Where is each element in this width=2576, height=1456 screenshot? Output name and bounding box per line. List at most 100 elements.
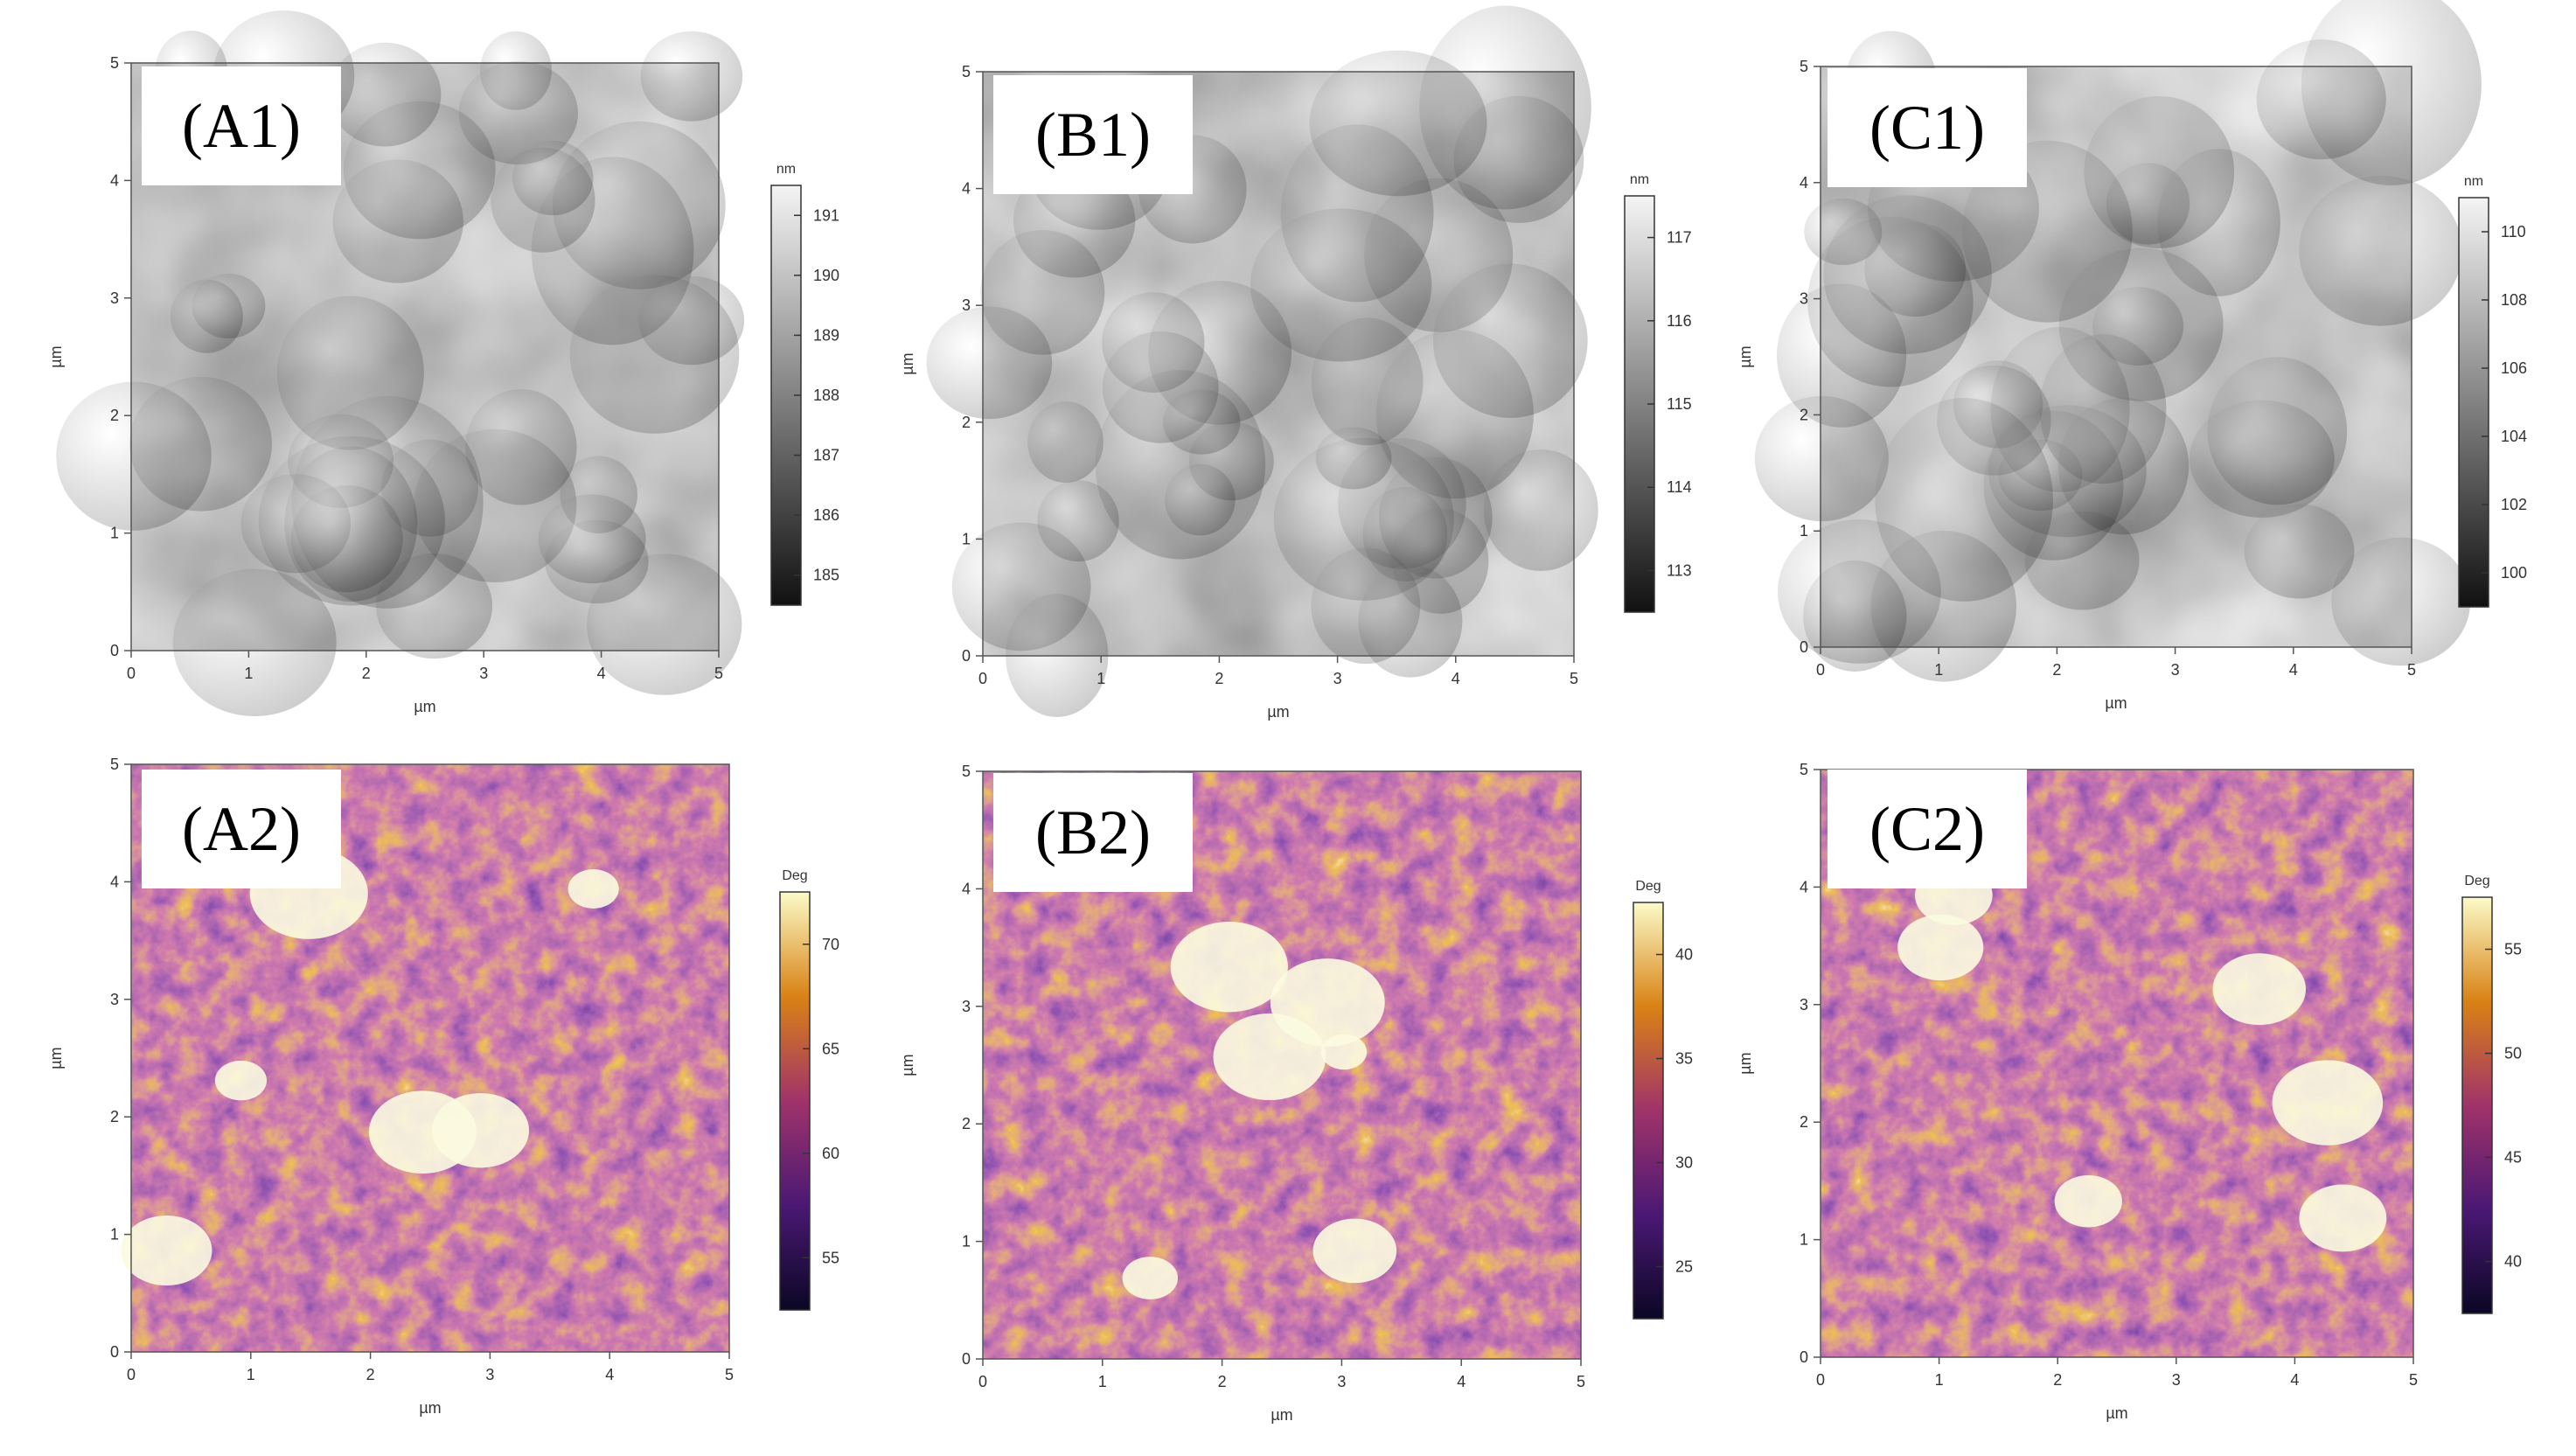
plot-frame [130, 62, 720, 651]
plot-frame [130, 763, 730, 1353]
x-tick-label: 0 [127, 665, 136, 682]
x-tick-label: 2 [2053, 1371, 2062, 1389]
x-tick-label: 1 [244, 665, 253, 682]
y-tick-label: 4 [962, 880, 971, 897]
y-tick-label: 3 [110, 289, 119, 307]
x-tick-label: 4 [2290, 1371, 2299, 1389]
x-tick-label: 3 [1337, 1373, 1346, 1390]
x-tick-label: 3 [1333, 670, 1342, 687]
y-axis-label: µm [1737, 1052, 1754, 1074]
colorbar-tick-label: 187 [813, 447, 839, 464]
x-tick-label: 4 [1452, 670, 1460, 687]
y-tick-label: 0 [110, 1343, 119, 1361]
y-tick-label: 4 [110, 171, 119, 189]
y-tick-label: 5 [1800, 58, 1808, 75]
plot-frame [982, 770, 1582, 1360]
panel-label: (A1) [182, 91, 301, 161]
x-tick-label: 2 [1215, 670, 1223, 687]
colorbar-tick-label: 100 [2501, 564, 2527, 582]
y-tick-label: 4 [110, 873, 119, 890]
colorbar-tick-label: 30 [1675, 1154, 1693, 1172]
y-axis-label: µm [899, 352, 916, 374]
plot-frame [1820, 66, 2412, 648]
colorbar-tick-label: 106 [2501, 359, 2527, 377]
colorbar-tick-label: 190 [813, 267, 839, 284]
colorbar-tick-label: 40 [1675, 946, 1693, 964]
y-tick-label: 2 [110, 407, 119, 424]
x-tick-label: 0 [978, 670, 987, 687]
x-tick-label: 4 [597, 665, 606, 682]
colorbar-tick-label: 55 [822, 1249, 839, 1266]
panel-label-box [142, 66, 341, 185]
colorbar-tick-label: 110 [2501, 223, 2526, 240]
colorbar-tick-label: 55 [2504, 941, 2522, 958]
panel-label: (A2) [182, 794, 301, 864]
y-tick-label: 4 [1800, 174, 1808, 192]
x-tick-label: 1 [1934, 661, 1943, 679]
colorbar-tick-label: 60 [822, 1145, 839, 1162]
colorbar-a2: Deg 70 65 60 55 [779, 868, 839, 1311]
colorbar-tick-label: 188 [813, 387, 839, 404]
x-tick-label: 4 [1457, 1373, 1466, 1390]
panel-label-box [993, 773, 1193, 892]
y-tick-label: 5 [1800, 761, 1808, 778]
x-tick-label: 5 [1570, 670, 1578, 687]
x-tick-label: 5 [725, 1366, 734, 1383]
y-tick-label: 5 [110, 756, 119, 773]
x-axis-label: µm [2105, 694, 2127, 712]
x-tick-label: 0 [978, 1373, 987, 1390]
panel-label-box [993, 75, 1193, 194]
colorbar-tick-label: 35 [1675, 1050, 1693, 1068]
colorbar-tick-label: 45 [2504, 1149, 2522, 1167]
y-tick-label: 0 [1800, 638, 1808, 656]
x-tick-label: 1 [247, 1366, 255, 1383]
panel-label: (C1) [1869, 93, 1985, 163]
x-tick-label: 4 [2289, 661, 2298, 679]
x-tick-label: 3 [2171, 661, 2180, 679]
x-tick-label: 5 [714, 665, 723, 682]
x-axis-label: µm [1267, 703, 1289, 721]
x-tick-label: 2 [366, 1366, 375, 1383]
colorbar-tick-label: 115 [1667, 395, 1692, 413]
height-image-a1 [56, 10, 745, 717]
colorbar-tick-label: 104 [2501, 428, 2527, 445]
x-axis-label: µm [2106, 1404, 2127, 1422]
x-axis-label: µm [1271, 1406, 1292, 1424]
y-axis-label: µm [899, 1054, 916, 1076]
y-axis-label: µm [1737, 345, 1754, 367]
colorbar-a1: nm 191 190 189 188 187 186 185 [770, 162, 839, 606]
colorbar-unit: Deg [2464, 874, 2489, 888]
x-tick-label: 3 [2172, 1371, 2181, 1389]
colorbar-b1: nm 117 116 115 114 113 [1624, 172, 1692, 613]
x-tick-label: 5 [2409, 1371, 2418, 1389]
panel-label-box [1828, 68, 2027, 187]
colorbar-tick-label: 114 [1667, 478, 1692, 496]
colorbar-tick-label: 191 [813, 206, 839, 224]
y-tick-label: 4 [962, 180, 971, 198]
colorbar-tick-label: 113 [1667, 561, 1692, 579]
y-tick-label: 3 [1800, 996, 1808, 1014]
y-axis-label: µm [47, 1047, 65, 1069]
y-tick-label: 0 [1800, 1348, 1808, 1366]
colorbar-tick-label: 108 [2501, 291, 2527, 309]
colorbar-tick-label: 186 [813, 506, 839, 524]
x-tick-label: 1 [1098, 1373, 1107, 1390]
y-tick-label: 1 [110, 525, 119, 542]
y-tick-label: 0 [962, 647, 971, 665]
colorbar-tick-label: 25 [1675, 1258, 1693, 1276]
y-tick-label: 0 [110, 642, 119, 659]
y-tick-label: 3 [962, 296, 971, 314]
y-tick-label: 1 [1800, 1231, 1808, 1249]
panel-label: (B1) [1035, 100, 1151, 170]
colorbar-unit: nm [1630, 172, 1649, 187]
colorbar-b2: Deg 40 35 30 25 [1633, 879, 1693, 1320]
y-tick-label: 2 [1800, 406, 1808, 423]
colorbar-tick-label: 50 [2504, 1045, 2522, 1062]
x-tick-label: 1 [1097, 670, 1105, 687]
x-tick-label: 0 [127, 1366, 136, 1383]
panel-label: (C2) [1869, 794, 1985, 864]
